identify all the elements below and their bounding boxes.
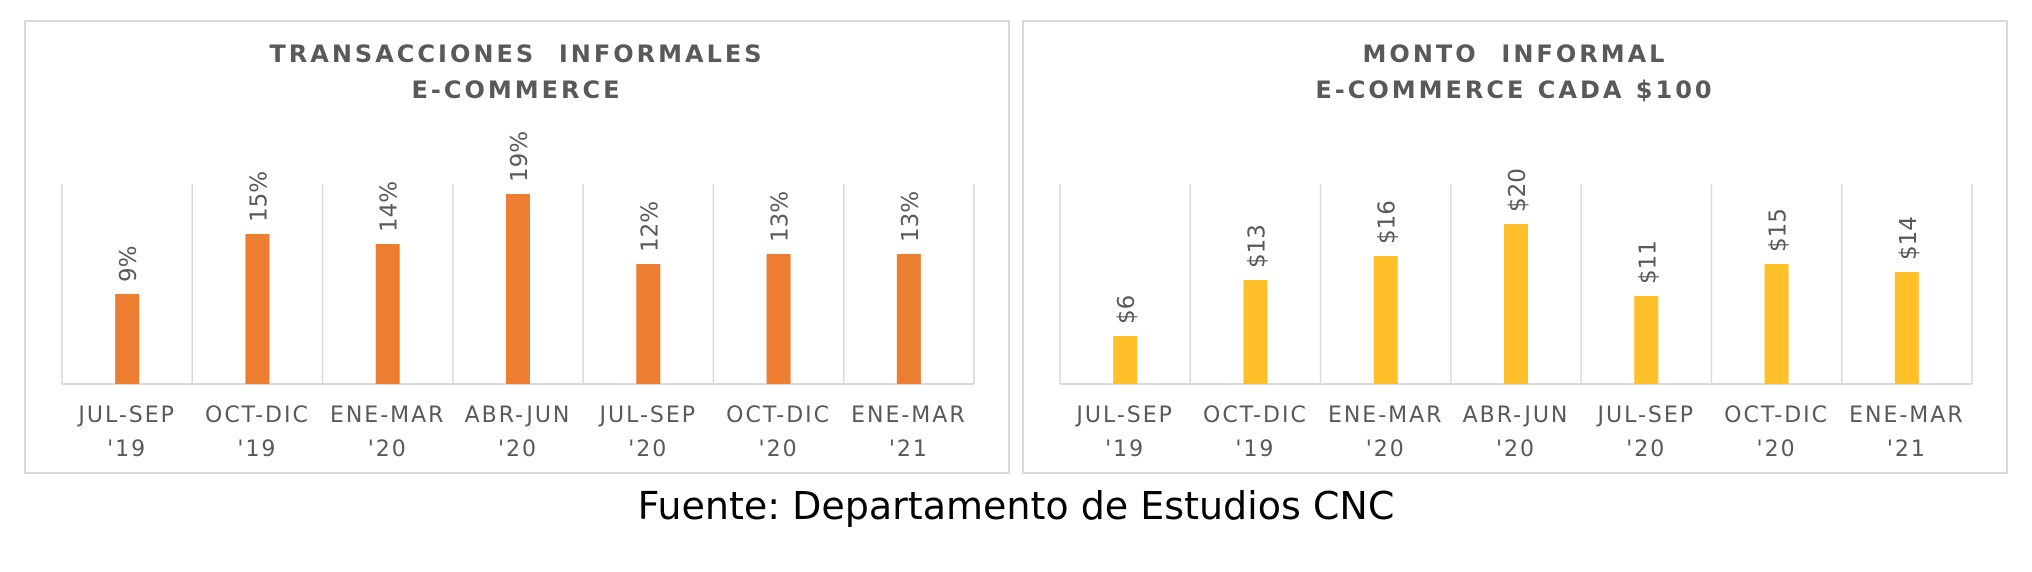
data-label: $14 <box>1896 216 1922 260</box>
x-tick-label: ENE-MAR <box>1328 403 1444 428</box>
data-label: $6 <box>1114 295 1140 324</box>
x-tick-label-year: '20 <box>368 437 408 462</box>
x-tick-label-year: '20 <box>759 437 799 462</box>
x-tick-label-year: '19 <box>237 437 277 462</box>
x-tick-label-year: '19 <box>107 437 147 462</box>
data-label: $20 <box>1505 168 1531 212</box>
data-label: $13 <box>1244 224 1270 268</box>
x-tick-label-year: '20 <box>628 437 668 462</box>
x-tick-label-year: '20 <box>1496 437 1536 462</box>
source-note: Fuente: Departamento de Estudios CNC <box>637 484 1395 528</box>
bar-chart-transacciones: 9% JUL-SEP '19 15% OCT-DIC '19 14% ENE-MAR '20 19… <box>61 131 975 462</box>
data-label: $15 <box>1766 208 1792 252</box>
data-label: 13% <box>898 191 924 242</box>
chart-title-line-1: TRANSACCIONES INFORMALES <box>269 40 765 68</box>
x-tick-label: OCT-DIC <box>726 403 831 428</box>
bar <box>1243 280 1268 384</box>
x-tick-label-year: '21 <box>1887 437 1927 462</box>
x-tick-label-year: '19 <box>1105 437 1145 462</box>
data-label: 19% <box>507 131 533 182</box>
chart-title-line-2: E-COMMERCE <box>411 76 623 104</box>
x-tick-label: OCT-DIC <box>1724 403 1829 428</box>
x-tick-label: ENE-MAR <box>330 403 446 428</box>
bar <box>1113 336 1138 384</box>
x-tick-label: OCT-DIC <box>205 403 310 428</box>
x-tick-label-year: '20 <box>1366 437 1406 462</box>
x-tick-label-year: '20 <box>498 437 538 462</box>
x-tick-label-year: '20 <box>1757 437 1797 462</box>
x-tick-label: ABR-JUN <box>465 403 572 428</box>
bar <box>245 234 270 384</box>
chart-panel-monto: MONTO INFORMAL E-COMMERCE CADA $100 $6 JU… <box>1022 20 2008 474</box>
bar <box>506 194 530 384</box>
bar <box>375 244 400 384</box>
x-tick-label: ENE-MAR <box>1849 403 1965 428</box>
chart-title-line-2: E-COMMERCE CADA $100 <box>1315 76 1715 104</box>
bar <box>1373 256 1398 384</box>
x-tick-label: JUL-SEP <box>1074 403 1174 428</box>
bar <box>766 254 791 384</box>
x-tick-label: JUL-SEP <box>76 403 176 428</box>
chart-panel-transacciones: TRANSACCIONES INFORMALES E-COMMERCE 9% JU… <box>24 20 1010 474</box>
data-label: $11 <box>1635 240 1661 284</box>
x-tick-label: JUL-SEP <box>1596 403 1696 428</box>
x-tick-label-year: '19 <box>1235 437 1275 462</box>
bar <box>115 294 140 384</box>
data-label: 13% <box>768 191 794 242</box>
bar <box>1504 224 1528 384</box>
data-label: 15% <box>246 171 272 222</box>
x-tick-label: ABR-JUN <box>1463 403 1570 428</box>
data-label: 14% <box>377 181 403 232</box>
chart-title-line-1: MONTO INFORMAL <box>1362 40 1668 68</box>
bar <box>1764 264 1789 384</box>
bar <box>1634 296 1659 384</box>
bar <box>896 254 921 384</box>
data-label: 9% <box>116 246 142 283</box>
data-label: 12% <box>637 201 663 252</box>
x-tick-label: OCT-DIC <box>1203 403 1308 428</box>
bar <box>636 264 661 384</box>
bar-chart-monto: $6 JUL-SEP '19 $13 OCT-DIC '19 $16 ENE-MAR '20 $2… <box>1059 168 1973 462</box>
data-label: $16 <box>1375 200 1401 244</box>
x-tick-label-year: '21 <box>889 437 929 462</box>
x-tick-label: JUL-SEP <box>598 403 698 428</box>
x-tick-label: ENE-MAR <box>851 403 967 428</box>
bar <box>1894 272 1919 384</box>
x-tick-label-year: '20 <box>1626 437 1666 462</box>
